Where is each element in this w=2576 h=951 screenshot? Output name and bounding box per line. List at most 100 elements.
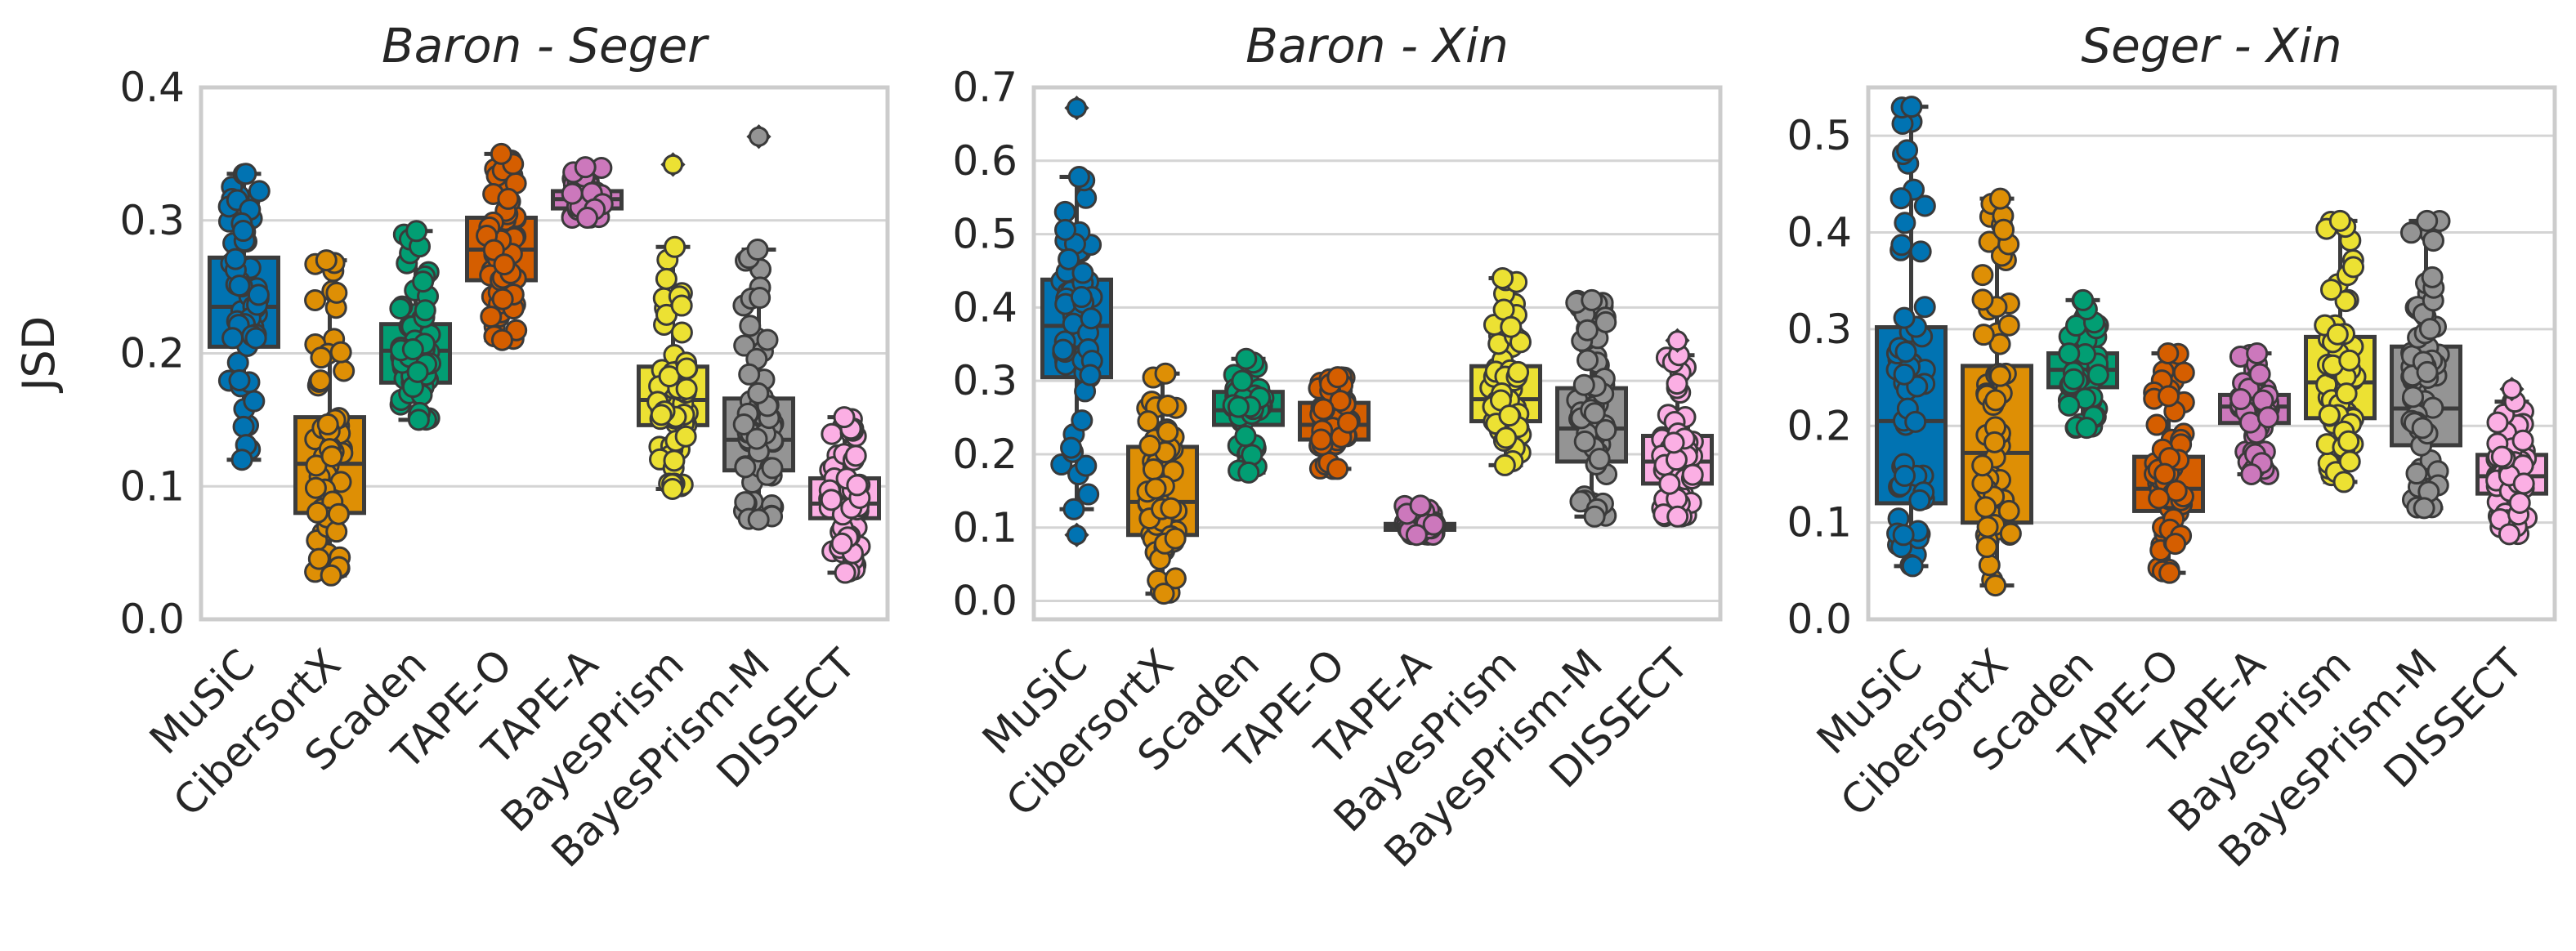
- data-point: [1573, 430, 1596, 453]
- data-point: [2058, 394, 2081, 417]
- box-music: [1875, 96, 1948, 578]
- data-point: [1160, 497, 1183, 520]
- data-point: [674, 425, 697, 448]
- data-point: [1681, 463, 1704, 486]
- data-point: [1997, 499, 2020, 522]
- box-tape-a: [2218, 342, 2291, 485]
- data-point: [1241, 444, 1263, 467]
- data-point: [1498, 404, 1521, 427]
- data-point: [1583, 402, 1606, 425]
- data-point: [493, 253, 516, 276]
- data-point: [2086, 364, 2109, 386]
- data-point: [304, 289, 327, 312]
- data-point: [1890, 234, 1913, 257]
- data-point: [2421, 266, 2444, 288]
- data-point: [833, 406, 856, 429]
- box-dissect: [1641, 328, 1714, 528]
- data-point: [1576, 349, 1599, 372]
- data-point: [1984, 389, 2007, 412]
- data-point: [1077, 483, 1100, 506]
- y-tick-label: 0.2: [119, 330, 185, 377]
- data-point: [1893, 306, 1916, 329]
- box-tape-a: [551, 156, 624, 229]
- strip-points: [561, 156, 614, 229]
- data-point: [1900, 96, 1923, 118]
- strip-points: [2399, 209, 2451, 520]
- box-bayesprism: [637, 152, 709, 501]
- data-point: [2511, 429, 2534, 452]
- data-point: [2240, 462, 2263, 485]
- data-point: [412, 270, 435, 293]
- box-bayesprism-m: [2390, 209, 2462, 520]
- data-point: [1662, 431, 1685, 454]
- data-point: [1060, 436, 1083, 459]
- data-point: [664, 235, 686, 258]
- data-point: [661, 478, 684, 501]
- data-point: [1058, 248, 1080, 270]
- data-point: [1079, 364, 1102, 386]
- data-point: [490, 142, 512, 165]
- y-tick-label: 0.3: [952, 357, 1017, 404]
- data-point: [749, 126, 769, 147]
- data-point: [316, 413, 339, 435]
- data-point: [405, 220, 428, 243]
- strip-points: [389, 220, 442, 431]
- y-tick-label: 0.2: [952, 431, 1017, 478]
- data-point: [2335, 382, 2358, 405]
- data-point: [1975, 536, 1998, 559]
- data-point: [1312, 398, 1335, 421]
- data-point: [1909, 240, 1932, 263]
- panel-title: Seger - Xin: [2081, 18, 2341, 74]
- y-tick-label: 0.4: [119, 64, 185, 111]
- data-point: [749, 287, 771, 310]
- data-point: [1337, 411, 1360, 434]
- y-tick-label: 0.0: [1787, 596, 1852, 643]
- data-point: [675, 377, 698, 400]
- data-point: [2256, 406, 2279, 429]
- data-point: [320, 564, 342, 587]
- data-point: [2238, 411, 2261, 434]
- y-tick-label: 0.1: [952, 504, 1017, 551]
- data-point: [1989, 187, 2012, 210]
- data-point: [2075, 417, 2098, 440]
- y-tick-label: 0.5: [1787, 112, 1852, 159]
- data-point: [306, 501, 329, 524]
- data-point: [1971, 454, 1994, 477]
- data-point: [2418, 318, 2441, 341]
- data-point: [1075, 454, 1098, 477]
- data-point: [1405, 524, 1428, 547]
- data-point: [756, 328, 779, 351]
- data-point: [1594, 310, 1617, 333]
- data-point: [230, 449, 253, 471]
- data-point: [1326, 458, 1349, 480]
- data-point: [244, 327, 267, 350]
- data-point: [235, 163, 257, 185]
- data-point: [830, 532, 853, 555]
- data-point: [2486, 411, 2509, 434]
- data-point: [663, 449, 686, 472]
- y-tick-label: 0.0: [952, 578, 1017, 625]
- box-tape-a: [1384, 494, 1456, 547]
- data-point: [834, 561, 856, 584]
- data-point: [2502, 378, 2522, 400]
- strip-points: [1479, 266, 1532, 476]
- box-scaden: [1212, 347, 1285, 484]
- data-point: [1972, 324, 1995, 346]
- data-point: [675, 357, 698, 380]
- data-point: [1913, 194, 1936, 217]
- data-point: [497, 187, 520, 210]
- data-point: [1054, 218, 1077, 241]
- box-tape-o: [465, 142, 538, 351]
- data-point: [406, 360, 429, 383]
- strip-points: [1885, 96, 1936, 578]
- data-point: [232, 415, 255, 438]
- data-point: [1971, 288, 1994, 311]
- data-point: [310, 346, 333, 369]
- strip-points: [1393, 494, 1447, 547]
- data-point: [401, 338, 424, 361]
- data-point: [1067, 525, 1087, 546]
- box-bayesprism: [2304, 209, 2377, 493]
- box-tape-o: [1298, 366, 1371, 480]
